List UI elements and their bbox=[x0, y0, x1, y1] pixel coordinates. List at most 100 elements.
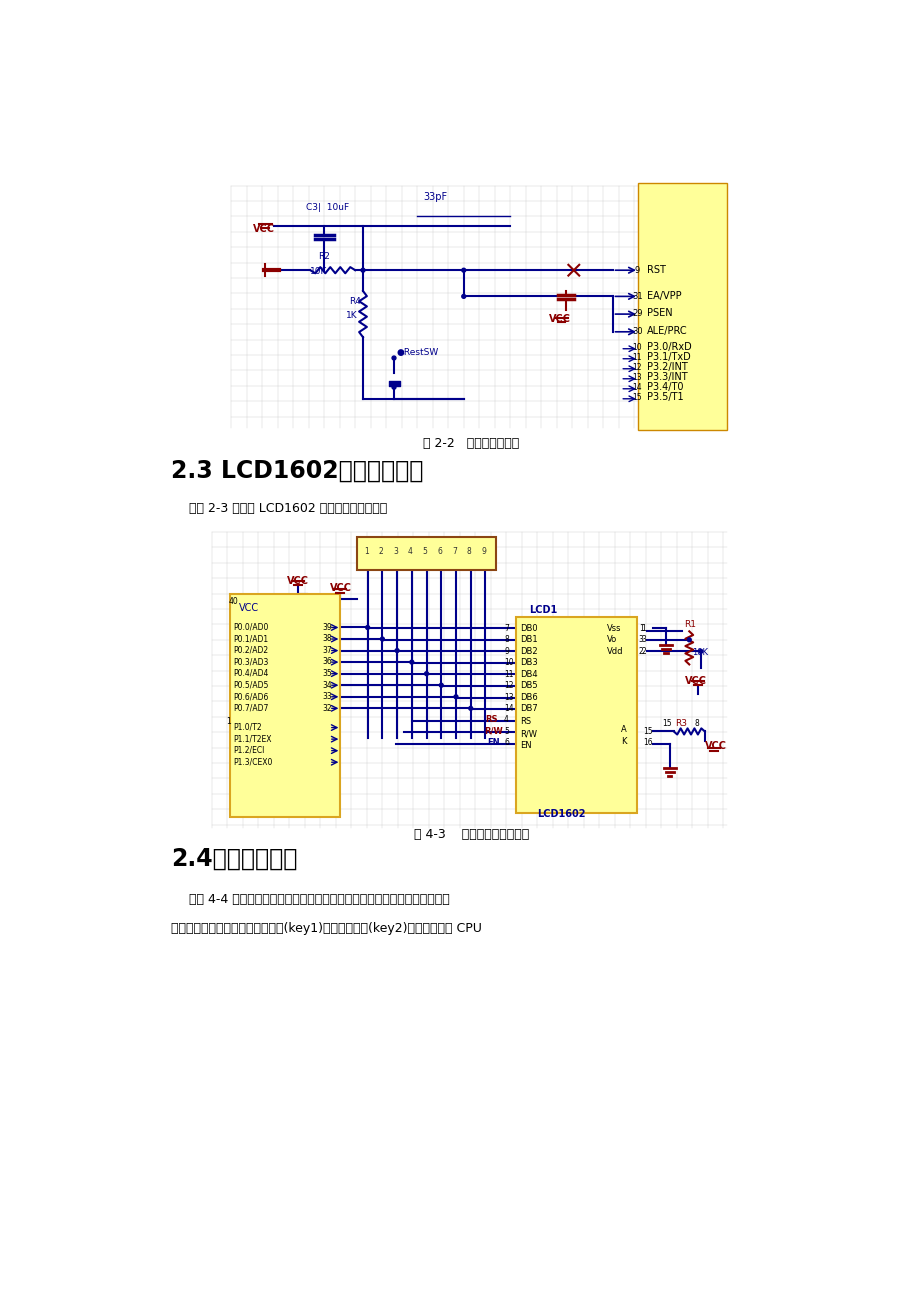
Circle shape bbox=[410, 660, 414, 664]
Text: 3: 3 bbox=[392, 547, 398, 556]
Text: K: K bbox=[620, 737, 626, 746]
Text: DB7: DB7 bbox=[520, 704, 538, 713]
Text: DB6: DB6 bbox=[520, 693, 538, 702]
Text: 5: 5 bbox=[422, 547, 427, 556]
Text: 39: 39 bbox=[323, 622, 332, 631]
Text: 图 4-3    显示模块电路原理图: 图 4-3 显示模块电路原理图 bbox=[414, 828, 528, 841]
Text: DB3: DB3 bbox=[520, 659, 538, 667]
Text: 图 2-2   复位电路原理图: 图 2-2 复位电路原理图 bbox=[423, 437, 519, 450]
Text: R4: R4 bbox=[348, 297, 360, 306]
Text: P3.2/INT̅: P3.2/INT̅ bbox=[646, 362, 686, 372]
Text: P1.0/T2: P1.0/T2 bbox=[233, 723, 261, 732]
Bar bbox=[357, 538, 495, 570]
Bar bbox=[230, 594, 339, 816]
Text: A: A bbox=[620, 725, 626, 734]
Text: R1: R1 bbox=[683, 621, 695, 629]
Text: 40: 40 bbox=[228, 598, 238, 607]
Circle shape bbox=[439, 684, 443, 687]
Text: 11: 11 bbox=[631, 353, 641, 362]
Text: 14: 14 bbox=[631, 383, 641, 392]
Text: P0.5/AD5: P0.5/AD5 bbox=[233, 681, 267, 690]
Text: VCC: VCC bbox=[685, 676, 707, 686]
Text: 8: 8 bbox=[466, 547, 471, 556]
Circle shape bbox=[469, 707, 472, 711]
Bar bbox=[638, 184, 726, 430]
Text: 5: 5 bbox=[504, 727, 508, 736]
Text: 13: 13 bbox=[504, 693, 513, 702]
Text: LCD1: LCD1 bbox=[529, 605, 557, 615]
Text: 3: 3 bbox=[641, 635, 645, 644]
Text: P0.3/AD3: P0.3/AD3 bbox=[233, 658, 267, 667]
Text: 15: 15 bbox=[662, 719, 671, 728]
Text: VCC: VCC bbox=[704, 741, 726, 751]
Text: P0.0/AD0: P0.0/AD0 bbox=[233, 622, 267, 631]
Text: VCC: VCC bbox=[549, 314, 571, 324]
Circle shape bbox=[686, 638, 690, 642]
Text: 9: 9 bbox=[504, 647, 508, 656]
Text: 31: 31 bbox=[632, 292, 642, 301]
Text: RST: RST bbox=[646, 264, 664, 275]
Text: 2: 2 bbox=[638, 647, 643, 656]
Text: 2: 2 bbox=[378, 547, 383, 556]
Text: P3.4/T0: P3.4/T0 bbox=[646, 383, 683, 392]
Text: EN: EN bbox=[520, 741, 531, 750]
Text: R/W: R/W bbox=[520, 729, 537, 738]
Text: 15: 15 bbox=[631, 393, 641, 402]
Text: 1: 1 bbox=[638, 624, 643, 633]
Circle shape bbox=[461, 268, 465, 272]
Text: 8: 8 bbox=[694, 719, 698, 728]
Text: 2.3 LCD1602显示电路模块: 2.3 LCD1602显示电路模块 bbox=[171, 460, 423, 483]
Text: P0.1/AD1: P0.1/AD1 bbox=[233, 634, 267, 643]
Text: 下图 2-3 所示为 LCD1602 显示模块电路原理图: 下图 2-3 所示为 LCD1602 显示模块电路原理图 bbox=[189, 503, 387, 516]
Text: 1: 1 bbox=[225, 716, 231, 725]
Text: VCC: VCC bbox=[239, 603, 259, 612]
Text: 1: 1 bbox=[363, 547, 369, 556]
Text: 1: 1 bbox=[641, 624, 645, 633]
Circle shape bbox=[391, 385, 395, 389]
Text: Vdd: Vdd bbox=[607, 647, 623, 656]
Text: R3: R3 bbox=[675, 719, 686, 728]
Text: 6: 6 bbox=[504, 738, 508, 747]
Text: P0.7/AD7: P0.7/AD7 bbox=[233, 703, 267, 712]
Text: 下图 4-4 所示为独立按键模块电路原理图，根据此电子时钟功能要求，需要: 下图 4-4 所示为独立按键模块电路原理图，根据此电子时钟功能要求，需要 bbox=[189, 893, 449, 906]
Text: P3.5/T1: P3.5/T1 bbox=[646, 392, 683, 402]
Text: VCC: VCC bbox=[330, 583, 352, 594]
Text: P1.1/T2EX: P1.1/T2EX bbox=[233, 734, 271, 743]
Text: 9: 9 bbox=[633, 266, 639, 275]
Text: 13: 13 bbox=[631, 374, 641, 383]
Text: VCC: VCC bbox=[287, 575, 309, 586]
Text: 12: 12 bbox=[631, 363, 641, 372]
Text: 4: 4 bbox=[407, 547, 413, 556]
Text: 10: 10 bbox=[504, 659, 513, 667]
Text: RS: RS bbox=[485, 715, 497, 724]
Text: 2.4按键电路模块: 2.4按键电路模块 bbox=[171, 848, 297, 871]
Text: 37: 37 bbox=[323, 646, 332, 655]
Text: RS: RS bbox=[520, 717, 531, 727]
Text: 16: 16 bbox=[642, 738, 652, 747]
Text: LCD1602: LCD1602 bbox=[537, 809, 585, 819]
Text: C3|  10uF: C3| 10uF bbox=[306, 203, 349, 212]
Text: ALE/PRC: ALE/PRC bbox=[646, 326, 686, 336]
Circle shape bbox=[380, 637, 384, 641]
Text: 12: 12 bbox=[504, 681, 513, 690]
Text: 34: 34 bbox=[323, 681, 332, 690]
Circle shape bbox=[360, 268, 365, 272]
Text: 6: 6 bbox=[437, 547, 442, 556]
Text: PSEN: PSEN bbox=[646, 309, 672, 319]
Text: 设置以下两个功能键：工作模式键(key1)，模式辅助键(key2)。按照键盘与 CPU: 设置以下两个功能键：工作模式键(key1)，模式辅助键(key2)。按照键盘与 … bbox=[171, 922, 482, 935]
Text: P0.4/AD4: P0.4/AD4 bbox=[233, 669, 267, 678]
Text: DB5: DB5 bbox=[520, 681, 538, 690]
Circle shape bbox=[391, 355, 395, 359]
Text: 30: 30 bbox=[632, 327, 642, 336]
Circle shape bbox=[425, 672, 428, 676]
Text: 10: 10 bbox=[631, 344, 641, 353]
Text: P0.6/AD6: P0.6/AD6 bbox=[233, 693, 267, 700]
Circle shape bbox=[366, 625, 369, 629]
Text: 4: 4 bbox=[504, 715, 508, 724]
Text: P3.1/TxD: P3.1/TxD bbox=[646, 353, 689, 362]
Text: 15: 15 bbox=[642, 727, 652, 736]
Text: P1.2/ECI: P1.2/ECI bbox=[233, 746, 264, 755]
Text: 10K: 10K bbox=[691, 648, 707, 658]
Text: 1K: 1K bbox=[346, 311, 357, 320]
Text: P3.3/INT̅: P3.3/INT̅ bbox=[646, 372, 686, 383]
